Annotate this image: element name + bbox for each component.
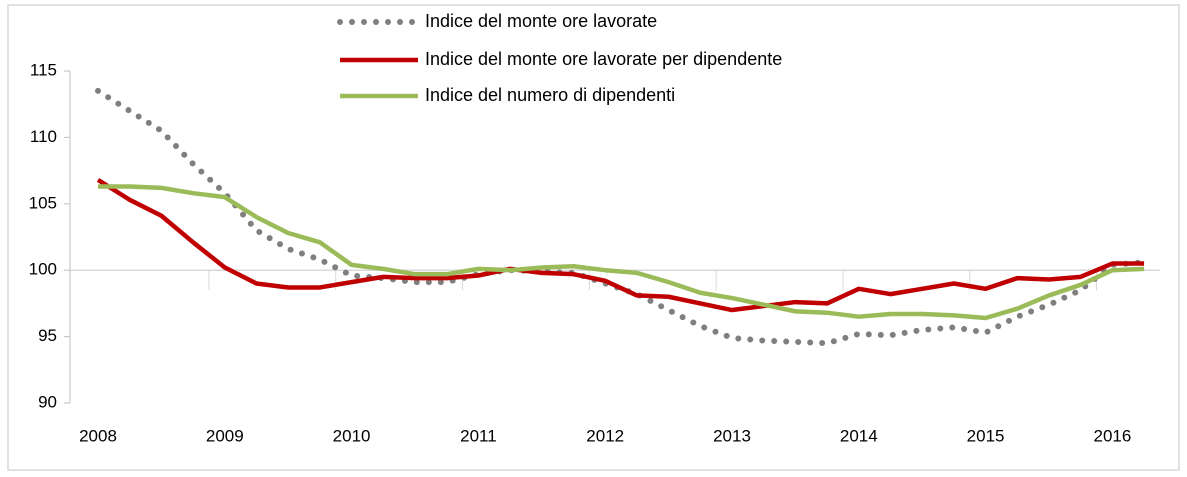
y-tick-label: 95	[38, 326, 57, 345]
legend-label: Indice del monte ore lavorate per dipend…	[425, 49, 782, 69]
legend-label: Indice del numero di dipendenti	[425, 85, 675, 105]
line-series	[98, 184, 1145, 321]
x-tick-label: 2015	[967, 426, 1005, 445]
x-tick-label: 2016	[1093, 426, 1131, 445]
legend-label: Indice del monte ore lavorate	[425, 11, 657, 31]
x-tick-label: 2010	[333, 426, 371, 445]
y-tick-label: 115	[30, 60, 57, 79]
y-tick-label: 105	[29, 193, 57, 212]
x-tick-label: 2011	[460, 426, 497, 445]
chart-frame	[7, 4, 1180, 471]
x-tick-label: 2012	[586, 426, 624, 445]
y-tick-label: 90	[38, 392, 57, 411]
x-tick-label: 2008	[79, 426, 117, 445]
y-tick-label: 100	[29, 260, 57, 279]
y-tick-label: 110	[30, 127, 57, 146]
line-series	[96, 177, 1145, 313]
x-tick-label: 2013	[713, 426, 751, 445]
x-tick-label: 2009	[206, 426, 244, 445]
x-tick-label: 2014	[840, 426, 878, 445]
